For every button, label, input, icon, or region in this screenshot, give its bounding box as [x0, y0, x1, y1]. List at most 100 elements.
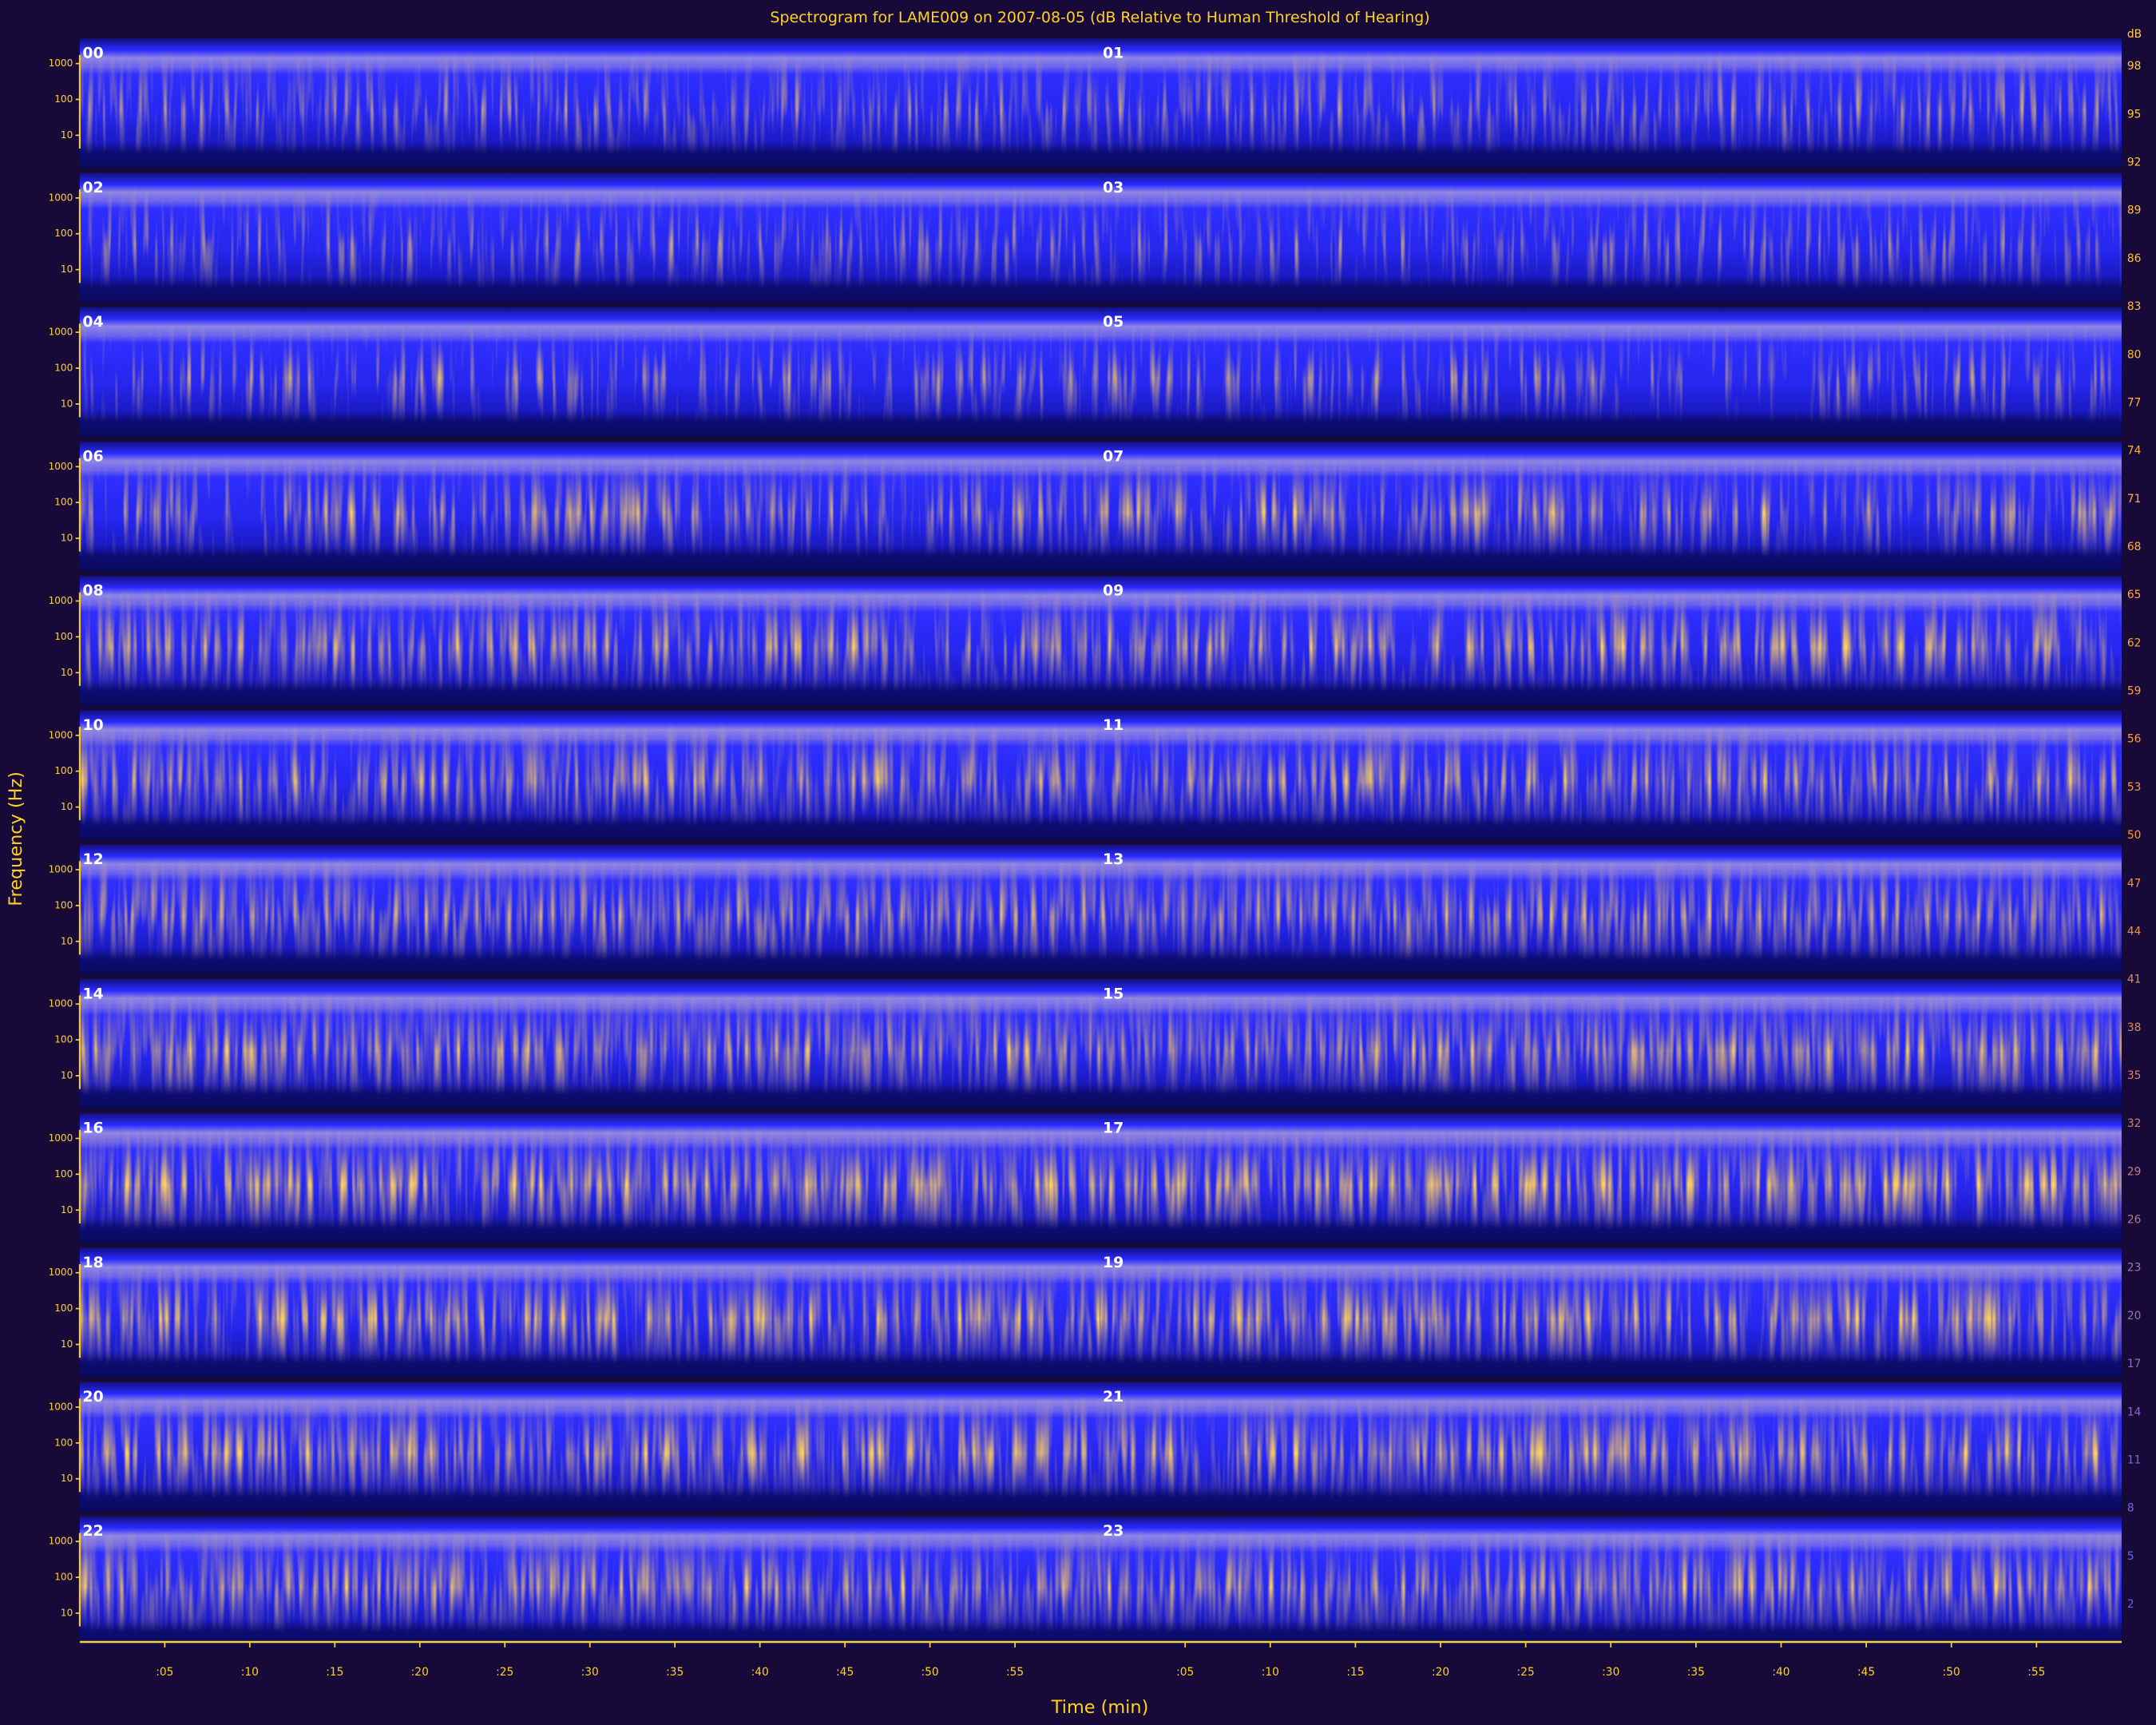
colorbar-tick-label: 5 [2127, 1550, 2134, 1563]
spectrogram-activity [1100, 441, 2122, 571]
x-tick-label: :20 [1432, 1666, 1449, 1679]
y-tick-label: 100 [54, 1168, 73, 1180]
hour-label: 01 [1103, 45, 1124, 62]
colorbar-tick-label: 56 [2127, 733, 2142, 746]
y-tick-label: 10 [61, 1473, 73, 1484]
spectrogram-activity [79, 978, 1100, 1108]
hour-label: 00 [82, 45, 103, 62]
y-tick-label: 10 [61, 1338, 73, 1350]
y-tick-label: 1000 [49, 998, 73, 1009]
colorbar-tick-label: 59 [2127, 685, 2142, 698]
y-tick-label: 1000 [49, 192, 73, 203]
y-tick-label: 100 [54, 93, 73, 105]
colorbar-tick-label: 68 [2127, 541, 2142, 553]
y-tick-label: 100 [54, 228, 73, 239]
spectrogram-activity [1100, 172, 2122, 303]
colorbar-tick-label: 86 [2127, 252, 2142, 265]
colorbar-tick-label: 23 [2127, 1262, 2142, 1275]
spectrogram-activity [1100, 307, 2122, 437]
y-tick-label: 10 [61, 1204, 73, 1215]
spectrogram-activity [79, 710, 1100, 840]
colorbar-tick-label: 62 [2127, 636, 2142, 649]
y-tick-label: 10 [61, 1070, 73, 1081]
hour-label: 22 [82, 1522, 103, 1540]
colorbar-tick-label: 14 [2127, 1406, 2142, 1418]
colorbar-tick-label: 95 [2127, 108, 2142, 121]
colorbar-tick-label: 44 [2127, 925, 2142, 938]
x-tick-label: :20 [411, 1666, 429, 1679]
y-tick-label: 1000 [49, 461, 73, 472]
y-tick-label: 100 [54, 1437, 73, 1448]
spectrogram-activity [79, 38, 1100, 169]
spectrogram-activity [1100, 1113, 2122, 1243]
hour-label: 10 [82, 716, 103, 734]
y-tick-label: 100 [54, 1303, 73, 1314]
colorbar-tick-label: 47 [2127, 877, 2142, 890]
colorbar-tick-label: 74 [2127, 445, 2142, 458]
hour-label: 05 [1103, 313, 1124, 331]
x-tick-label: :05 [156, 1666, 173, 1679]
colorbar-tick-label: 89 [2127, 204, 2142, 217]
y-tick-label: 10 [61, 667, 73, 678]
colorbar-tick-label: 83 [2127, 300, 2142, 313]
spectrogram-activity [1100, 844, 2122, 974]
y-tick-label: 10 [61, 801, 73, 812]
x-tick-label: :35 [1687, 1666, 1705, 1679]
hour-label: 23 [1103, 1522, 1124, 1540]
x-tick-label: :15 [326, 1666, 343, 1679]
colorbar-tick-label: 50 [2127, 829, 2142, 842]
colorbar-tick-label: 17 [2127, 1358, 2142, 1370]
colorbar-tick-label: 41 [2127, 974, 2142, 986]
x-tick-label: :50 [1943, 1666, 1960, 1679]
x-tick-label: :45 [1857, 1666, 1875, 1679]
y-tick-label: 1000 [49, 1536, 73, 1547]
spectrogram-activity [79, 441, 1100, 571]
hour-label: 09 [1103, 582, 1124, 600]
y-tick-label: 100 [54, 899, 73, 910]
hour-label: 07 [1103, 447, 1124, 465]
spectrogram-activity [79, 1113, 1100, 1243]
y-tick-label: 1000 [49, 863, 73, 874]
hour-label: 14 [82, 985, 103, 1002]
colorbar-tick-label: 53 [2127, 781, 2142, 794]
y-tick-label: 10 [61, 1607, 73, 1618]
y-tick-label: 10 [61, 264, 73, 275]
colorbar-tick-label: 35 [2127, 1069, 2142, 1082]
y-tick-label: 10 [61, 533, 73, 544]
colorbar-tick-label: 11 [2127, 1453, 2142, 1466]
x-tick-label: :30 [581, 1666, 599, 1679]
hour-label: 08 [82, 582, 103, 600]
hour-label: 18 [82, 1254, 103, 1271]
x-tick-label: :55 [2027, 1666, 2045, 1679]
colorbar-tick-label: 98 [2127, 60, 2142, 73]
spectrogram-activity [79, 172, 1100, 303]
y-tick-label: 1000 [49, 729, 73, 740]
y-tick-label: 1000 [49, 595, 73, 606]
hour-label: 04 [82, 313, 103, 331]
hour-label: 11 [1103, 716, 1124, 734]
x-tick-label: :30 [1602, 1666, 1619, 1679]
y-tick-label: 100 [54, 631, 73, 642]
hour-label: 17 [1103, 1120, 1124, 1137]
spectrogram-activity [1100, 1516, 2122, 1646]
spectrogram-activity [1100, 710, 2122, 840]
spectrogram-activity [1100, 38, 2122, 169]
x-tick-label: :55 [1006, 1666, 1024, 1679]
y-tick-label: 1000 [49, 1267, 73, 1278]
spectrogram-activity [79, 307, 1100, 437]
colorbar-tick-label: 8 [2127, 1502, 2134, 1515]
y-tick-label: 10 [61, 129, 73, 141]
x-tick-label: :15 [1346, 1666, 1364, 1679]
colorbar-tick-label: 29 [2127, 1165, 2142, 1178]
hour-label: 15 [1103, 985, 1124, 1002]
colorbar-tick-label: 80 [2127, 348, 2142, 361]
y-tick-label: 100 [54, 362, 73, 373]
spectrogram-activity [79, 844, 1100, 974]
x-tick-label: :10 [241, 1666, 259, 1679]
colorbar-tick-label: 77 [2127, 396, 2142, 409]
spectrogram-activity [1100, 1247, 2122, 1378]
y-tick-label: 1000 [49, 327, 73, 338]
spectrogram-activity [1100, 1382, 2122, 1512]
